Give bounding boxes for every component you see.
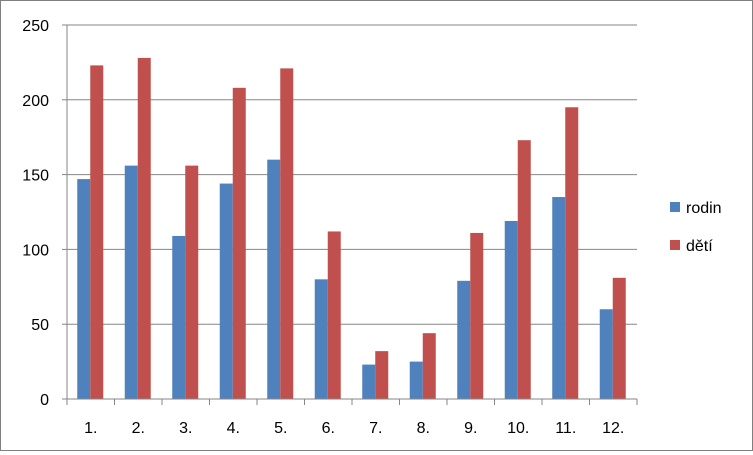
bar-rodin-5	[267, 159, 281, 399]
bar-rodin-9	[457, 280, 471, 399]
bar-dětí-5	[280, 68, 294, 399]
x-tick-label: 2.	[132, 420, 145, 437]
x-axis-tick-labels: 1. 2. 3. 4. 5. 6. 7. 8. 9. 10. 11. 12.	[84, 420, 624, 437]
legend: rodin dětí	[670, 200, 722, 255]
bar-rodin-3	[172, 235, 186, 399]
bar-dětí-6	[327, 231, 341, 399]
y-tick-label: 150	[22, 168, 49, 185]
x-tick-label: 12.	[602, 420, 624, 437]
y-tick-label: 50	[31, 317, 49, 334]
bar-rodin-6	[314, 279, 328, 399]
bar-rodin-1	[77, 179, 91, 399]
gridlines	[62, 24, 637, 400]
legend-swatch-rodin	[670, 202, 680, 212]
y-tick-label: 0	[40, 392, 49, 409]
bar-dětí-4	[232, 87, 246, 399]
axes	[66, 25, 637, 400]
legend-label-rodin: rodin	[686, 200, 722, 217]
x-tick-label: 8.	[417, 420, 430, 437]
bar-rodin-12	[599, 309, 613, 399]
bar-dětí-9	[470, 232, 484, 399]
bar-dětí-10	[517, 140, 531, 399]
bar-dětí-1	[90, 65, 104, 399]
x-tick-label: 11.	[555, 420, 576, 437]
y-tick-label: 200	[22, 93, 49, 110]
bar-dětí-7	[375, 351, 389, 399]
bar-dětí-3	[185, 165, 199, 399]
y-tick-label: 100	[22, 242, 49, 259]
x-tick-label: 4.	[227, 420, 240, 437]
x-tick-label: 1.	[84, 420, 97, 437]
x-tick-label: 10.	[507, 420, 529, 437]
x-tick-label: 5.	[274, 420, 287, 437]
x-tick-label: 7.	[369, 420, 382, 437]
bar-dětí-8	[422, 333, 436, 399]
x-axis-tick-marks	[66, 399, 638, 405]
y-axis-tick-labels: 0 50 100 150 200 250	[22, 18, 49, 409]
y-tick-label: 250	[22, 18, 49, 35]
bar-rodin-4	[219, 183, 233, 399]
legend-label-dětí: dětí	[686, 238, 713, 255]
bars	[77, 57, 626, 400]
bar-rodin-10	[504, 220, 518, 399]
x-tick-label: 9.	[464, 420, 477, 437]
legend-swatch-dětí	[670, 240, 680, 250]
bar-rodin-2	[124, 165, 138, 399]
bar-dětí-11	[565, 107, 579, 399]
x-tick-label: 6.	[322, 420, 335, 437]
bar-dětí-12	[612, 277, 626, 399]
x-tick-label: 3.	[179, 420, 192, 437]
bar-dětí-2	[137, 57, 151, 400]
bar-rodin-8	[409, 361, 423, 399]
bar-rodin-11	[552, 197, 566, 399]
bar-rodin-7	[362, 364, 376, 399]
